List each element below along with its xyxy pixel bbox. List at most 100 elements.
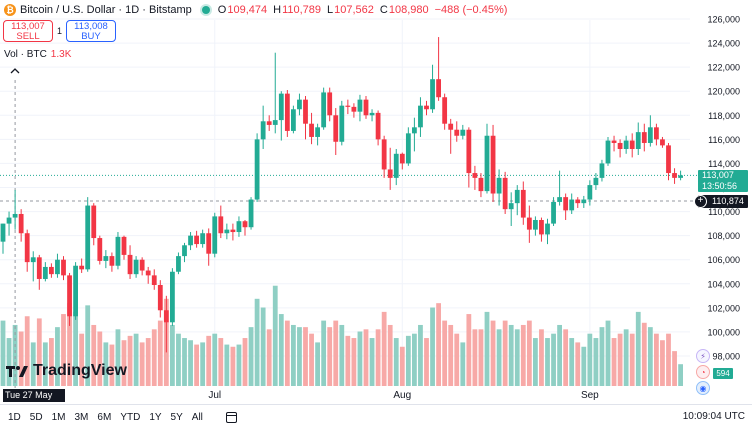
candle-body — [61, 259, 66, 276]
lightning-icon[interactable]: ⚡ — [696, 349, 710, 363]
add-alert-plus-icon[interactable]: + — [694, 195, 707, 208]
crosshair-date-label: Tue 27 May '25 — [3, 389, 65, 413]
collapse-legend-icon[interactable] — [8, 64, 22, 78]
volume-bar — [121, 340, 127, 386]
symbol-title[interactable]: Bitcoin / U.S. Dollar · 1D · Bitstamp — [20, 4, 192, 16]
candle-body — [357, 99, 363, 112]
range-button-5y[interactable]: 5Y — [170, 411, 183, 423]
range-button-all[interactable]: All — [191, 411, 203, 423]
volume-bar — [369, 338, 375, 386]
eye-icon[interactable]: ◉ — [696, 381, 710, 395]
volume-bar — [363, 329, 369, 386]
side-indicator-icons: ⚡ ◔ ◉ — [696, 349, 712, 397]
volume-bar — [176, 333, 181, 386]
volume-bar — [254, 298, 260, 386]
volume-bar — [333, 320, 339, 386]
candle-body — [412, 127, 417, 134]
volume-bar — [526, 320, 532, 386]
open-label: O — [217, 4, 227, 16]
crosshair-price-badge: + 110,874 — [694, 195, 748, 208]
candle-body — [533, 219, 538, 230]
volume-bar — [73, 311, 78, 386]
range-button-1y[interactable]: 1Y — [149, 411, 162, 423]
volume-bar — [460, 342, 466, 386]
sell-button[interactable]: 113,007 SELL — [3, 20, 53, 42]
y-tick-label: 100,000 — [707, 327, 740, 337]
candle-body — [266, 121, 272, 125]
utc-clock[interactable]: 10:09:04 UTC — [682, 411, 745, 422]
volume-bar — [436, 303, 441, 386]
buy-button[interactable]: 113,008 BUY — [66, 20, 116, 42]
volume-bar — [0, 320, 6, 386]
volume-bar — [12, 324, 18, 386]
change-value: −488 (−0.45%) — [434, 4, 508, 16]
candle-body — [478, 177, 484, 192]
high-label: H — [273, 4, 282, 16]
volume-bar — [18, 331, 24, 386]
volume-legend[interactable]: Vol · BTC 1.3K — [4, 49, 71, 60]
price-chart[interactable]: 98,000 100,000 102,000 104,000 106,000 108,00… — [0, 0, 752, 404]
volume-bar — [399, 346, 405, 386]
volume-bar — [351, 338, 357, 386]
calendar-icon[interactable] — [225, 411, 237, 423]
candle-body — [297, 99, 302, 110]
candle-body — [182, 245, 187, 257]
candle-body — [115, 236, 121, 266]
candle-body — [526, 217, 532, 230]
candle-body — [387, 169, 393, 178]
volume-bar — [678, 364, 683, 386]
range-button-5d[interactable]: 5D — [29, 411, 43, 423]
candle-body — [405, 133, 411, 164]
range-button-3m[interactable]: 3M — [74, 411, 89, 423]
candle-body — [442, 97, 448, 124]
tradingview-logo[interactable]: TradingView — [6, 362, 127, 380]
volume-bar — [30, 342, 36, 386]
range-button-ytd[interactable]: YTD — [120, 411, 141, 423]
volume-bar — [502, 320, 508, 386]
candle-body — [24, 233, 30, 263]
volume-bar — [654, 333, 659, 386]
volume-bar — [357, 331, 363, 386]
volume-bar — [291, 324, 296, 386]
volume-bar — [520, 324, 526, 386]
candle-body — [291, 109, 296, 131]
candle-body — [460, 129, 466, 136]
candle-body — [599, 163, 605, 178]
time-range-buttons: 1D 5D 1M 3M 6M YTD 1Y 5Y All — [8, 412, 212, 423]
alert-icon[interactable]: ◔ — [696, 365, 710, 379]
y-tick-label: 114,000 — [708, 159, 740, 169]
candle-body — [375, 112, 381, 140]
volume-bar — [514, 329, 520, 386]
volume-bar — [79, 333, 85, 386]
y-tick-label: 110,000 — [708, 207, 740, 217]
range-button-1m[interactable]: 1M — [51, 411, 66, 423]
market-status-icon[interactable] — [201, 6, 210, 14]
volume-bar — [36, 318, 42, 386]
volume-bar — [182, 338, 187, 386]
candle-body — [339, 105, 345, 142]
volume-bar — [587, 333, 593, 386]
range-button-1d[interactable]: 1D — [8, 411, 21, 423]
volume-bar — [91, 324, 97, 386]
candle-body — [381, 139, 387, 170]
y-tick-label: 116,000 — [708, 135, 740, 145]
candle-body — [454, 129, 460, 136]
candle-body — [581, 199, 587, 204]
candle-body — [611, 140, 617, 143]
volume-bar — [381, 311, 387, 386]
x-tick-label: Sep — [581, 390, 599, 401]
volume-bar — [278, 314, 284, 386]
candle-body — [436, 79, 441, 98]
candle-body — [369, 112, 375, 116]
buy-price: 113,008 — [74, 21, 108, 32]
candle-body — [248, 199, 254, 228]
candle-body — [73, 265, 78, 317]
low-value: 107,562 — [334, 4, 374, 16]
candle-body — [393, 153, 399, 178]
candle-body — [496, 177, 502, 194]
range-button-6m[interactable]: 6M — [97, 411, 112, 423]
candle-body — [12, 213, 18, 218]
last-price-badge: 113,007 — [698, 170, 748, 183]
volume-bar — [188, 340, 193, 386]
volume-bar — [42, 342, 48, 386]
